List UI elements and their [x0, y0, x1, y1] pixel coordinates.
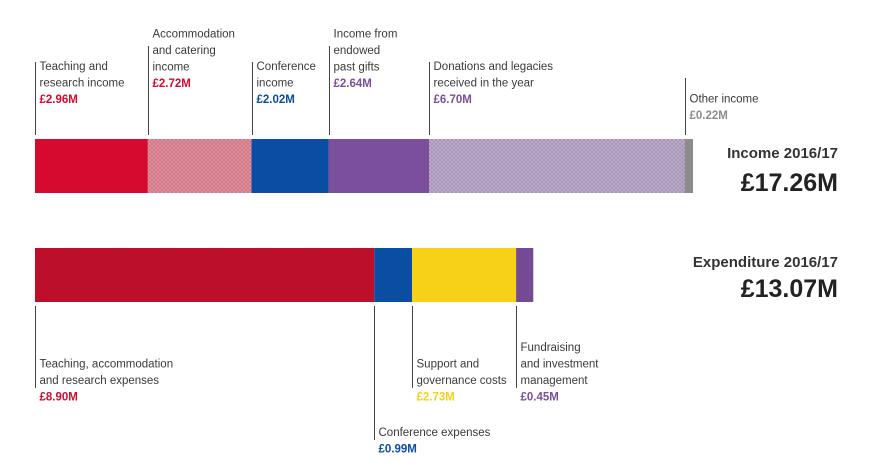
income-accommodation-and-catering-income-label-line: and catering — [153, 45, 216, 57]
expenditure-teaching-accommodation-and-research-expenses-bar-texture — [35, 248, 375, 302]
income-teaching-and-research-income-label-line: Teaching and — [40, 61, 108, 73]
expenditure-conference-expenses-label-line: Conference expenses — [379, 427, 491, 439]
income-income-from-endowed-past-gifts-label-line: Income from — [334, 29, 398, 41]
income-teaching-and-research-income-value-label: £2.96M — [40, 94, 78, 106]
expenditure-title: Expenditure 2016/17 — [693, 254, 838, 271]
expenditure-support-and-governance-costs-bar — [412, 248, 517, 302]
expenditure-fundraising-and-investment-management-bar-texture — [516, 248, 534, 302]
expenditure-conference-expenses-bar — [374, 248, 413, 302]
expenditure-support-and-governance-costs-label-line: Support and — [417, 359, 480, 371]
income-title: Income 2016/17 — [727, 145, 838, 162]
expenditure-teaching-accommodation-and-research-expenses-value-label: £8.90M — [40, 392, 78, 404]
expenditure-support-and-governance-costs-label-line: governance costs — [417, 375, 507, 387]
income-income-from-endowed-past-gifts-label-line: endowed — [334, 45, 381, 57]
expenditure-fundraising-and-investment-management-label-line: management — [521, 375, 589, 387]
income-chart: Teaching and research income £2.96M Accommo… — [35, 29, 838, 197]
income-other-income-label-line: Other income — [690, 94, 759, 106]
income-conference-income-label-line: Conference — [257, 61, 316, 73]
expenditure-chart: Teaching, accommodation and research expe… — [35, 248, 838, 456]
income-conference-income-label-line: income — [257, 78, 294, 90]
expenditure-support-and-governance-costs-value-label: £2.73M — [417, 392, 455, 404]
income-donations-and-legacies-received-in-the-year-bar-texture — [429, 139, 685, 193]
income-conference-income-bar — [251, 139, 329, 193]
income-teaching-and-research-income-label-line: research income — [40, 78, 125, 90]
expenditure-total: £13.07M — [741, 275, 838, 303]
income-donations-and-legacies-received-in-the-year-label-line: Donations and legacies — [434, 61, 554, 73]
expenditure-teaching-accommodation-and-research-expenses-label-line: and research expenses — [40, 375, 160, 387]
income-income-from-endowed-past-gifts-label-line: past gifts — [334, 62, 380, 74]
income-other-income-value-label: £0.22M — [690, 110, 728, 122]
income-accommodation-and-catering-income-label-line: Accommodation — [153, 29, 235, 41]
expenditure-conference-expenses-value-label: £0.99M — [379, 444, 417, 456]
income-teaching-and-research-income-bar — [35, 139, 148, 193]
income-accommodation-and-catering-income-bar-texture — [147, 139, 252, 193]
expenditure-fundraising-and-investment-management-value-label: £0.45M — [521, 392, 559, 404]
expenditure-fundraising-and-investment-management-label-line: and investment — [521, 359, 600, 371]
income-accommodation-and-catering-income-label-line: income — [153, 62, 190, 74]
income-income-from-endowed-past-gifts-bar — [328, 139, 430, 193]
expenditure-fundraising-and-investment-management-label-line: Fundraising — [521, 342, 581, 354]
income-conference-income-value-label: £2.02M — [257, 94, 295, 106]
income-accommodation-and-catering-income-value-label: £2.72M — [153, 78, 191, 90]
income-total: £17.26M — [741, 169, 838, 197]
expenditure-teaching-accommodation-and-research-expenses-label-line: Teaching, accommodation — [40, 359, 174, 371]
income-other-income-bar — [684, 139, 693, 193]
income-income-from-endowed-past-gifts-value-label: £2.64M — [334, 78, 372, 90]
income-donations-and-legacies-received-in-the-year-label-line: received in the year — [434, 78, 535, 90]
income-donations-and-legacies-received-in-the-year-value-label: £6.70M — [434, 94, 472, 106]
